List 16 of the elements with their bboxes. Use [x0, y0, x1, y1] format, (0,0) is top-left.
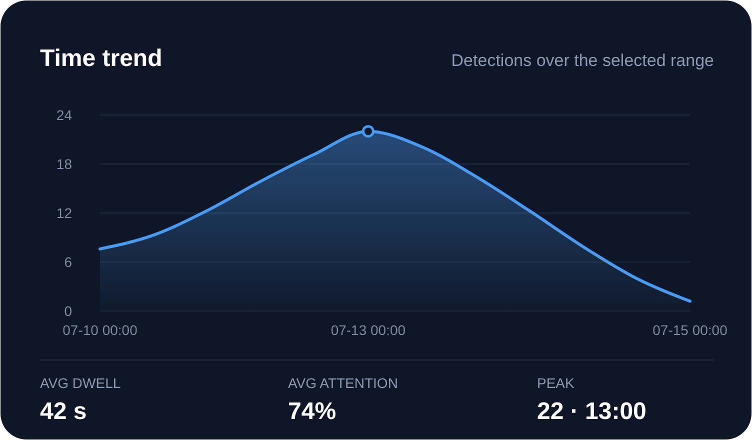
text: 22 · 13:00 [537, 398, 646, 425]
chart-title: Time trend [40, 45, 162, 72]
y-tick-label: 6 [64, 254, 72, 270]
text: PEAK [537, 375, 576, 391]
text: 74% [288, 398, 336, 425]
text: AVG DWELL [40, 375, 121, 391]
x-tick-label: 07-13 00:00 [330, 322, 406, 338]
x-tick-label: 07-10 00:00 [62, 322, 138, 338]
x-tick-label: 07-15 00:00 [652, 322, 728, 338]
y-tick-label: 18 [56, 156, 72, 172]
text: AVG ATTENTION [288, 375, 398, 391]
text: 42 s [40, 398, 87, 425]
y-tick-label: 0 [64, 303, 72, 319]
chart-subtitle: Detections over the selected range [451, 51, 714, 70]
y-tick-label: 12 [56, 205, 72, 221]
y-tick-label: 24 [56, 107, 72, 123]
